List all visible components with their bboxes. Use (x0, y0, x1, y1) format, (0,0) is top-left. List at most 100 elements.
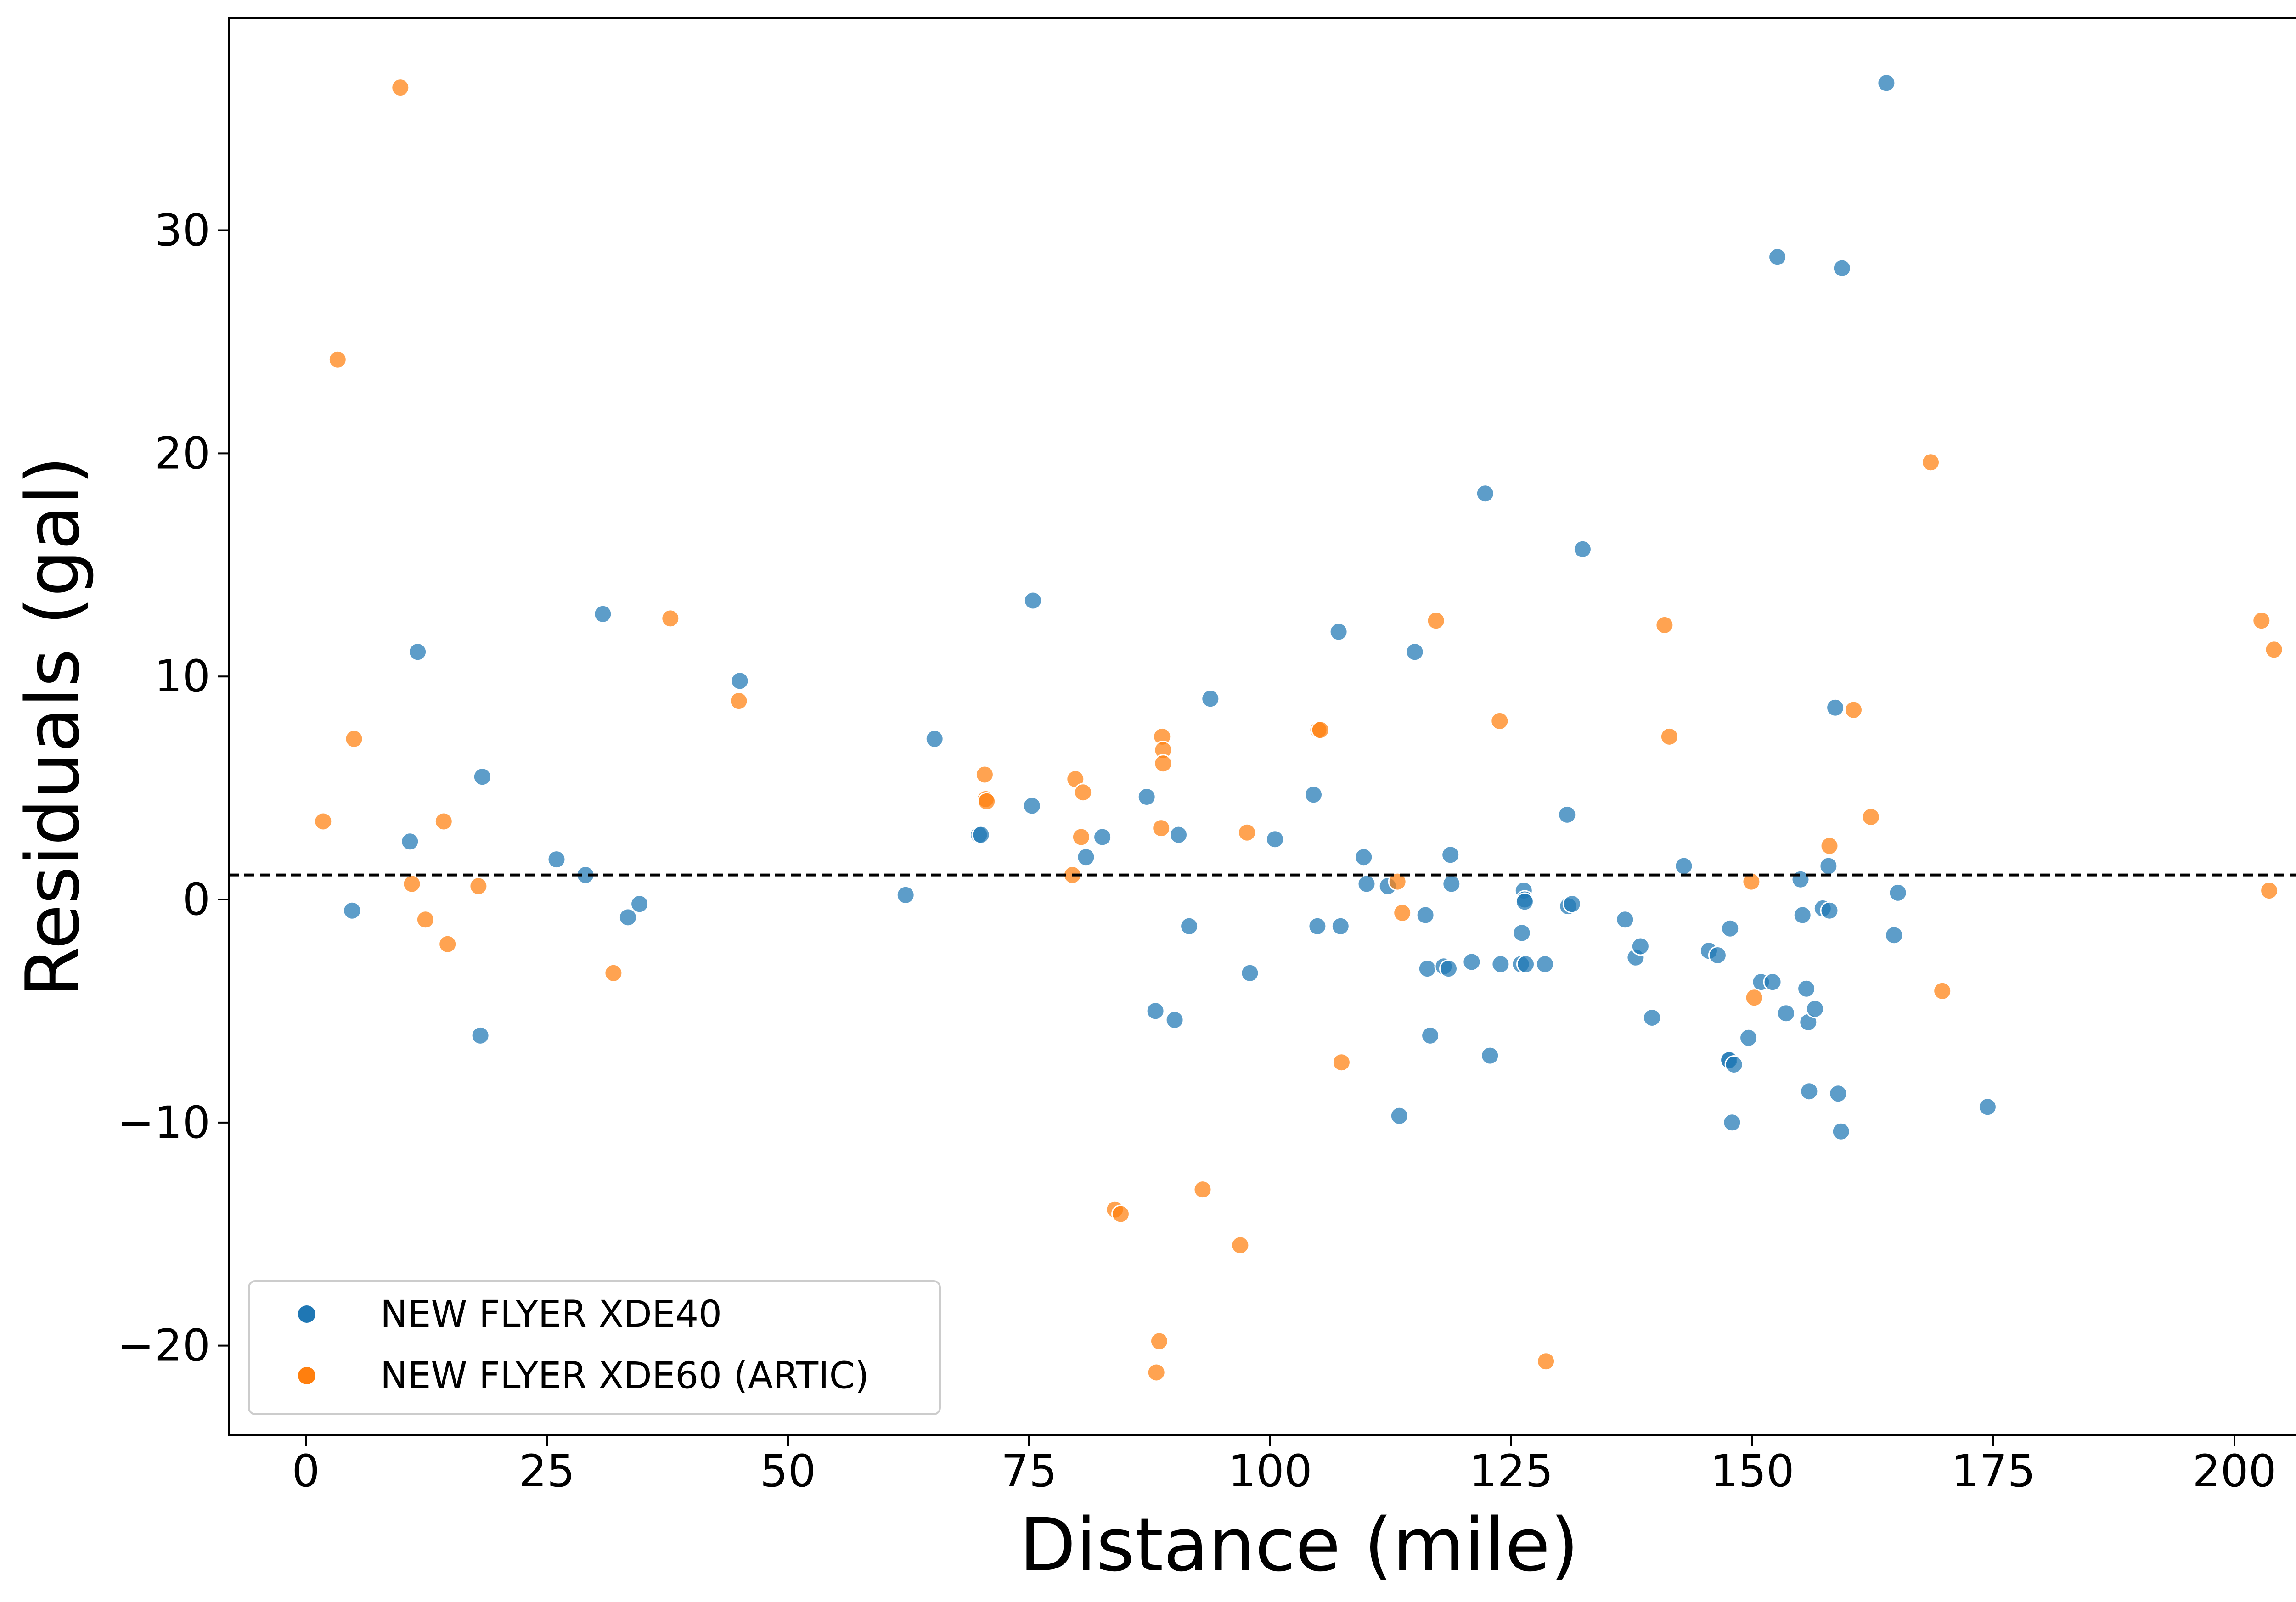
data-point-xde40-54 (1558, 805, 1577, 824)
data-point-xde40-40 (1439, 959, 1458, 978)
data-point-xde40-69 (1724, 1055, 1744, 1074)
data-point-xde40-19 (1137, 787, 1156, 806)
data-point-xde40-51 (1515, 892, 1534, 911)
data-point-xde60-33 (1388, 872, 1407, 891)
data-point-xde60-26 (1154, 754, 1173, 773)
data-point-xde60-40 (1742, 872, 1761, 891)
data-point-xde60-0 (314, 812, 333, 831)
data-point-xde40-80 (1806, 999, 1824, 1018)
data-point-xde40-84 (1826, 698, 1845, 717)
data-point-xde40-31 (1354, 848, 1373, 867)
data-point-xde60-49 (2264, 640, 2284, 659)
data-point-xde60-42 (1820, 836, 1839, 855)
data-point-xde40-57 (1573, 540, 1592, 559)
data-point-xde40-30 (1331, 916, 1350, 936)
legend-marker-xde60 (298, 1367, 315, 1384)
y-tick-label-0: 0 (182, 874, 210, 925)
data-point-xde40-36 (1416, 905, 1435, 925)
data-point-xde40-91 (1978, 1097, 1997, 1117)
data-points (314, 73, 2284, 1382)
data-point-xde40-73 (1768, 247, 1787, 267)
data-point-xde60-11 (729, 691, 748, 711)
data-point-xde40-75 (1791, 870, 1810, 889)
data-point-xde60-8 (469, 877, 488, 896)
y-tick-label--10: −10 (117, 1097, 210, 1148)
x-tick-label-75: 75 (1001, 1445, 1057, 1497)
data-point-xde40-86 (1831, 1122, 1851, 1141)
x-axis-label: Distance (mile) (1019, 1502, 1579, 1588)
x-tick-label-200: 200 (2192, 1445, 2276, 1497)
x-tick-label-0: 0 (292, 1445, 320, 1497)
data-point-xde40-87 (1832, 259, 1851, 278)
data-point-xde60-46 (1933, 981, 1952, 1001)
data-point-xde40-23 (1180, 916, 1199, 936)
data-point-xde40-61 (1643, 1008, 1662, 1027)
data-point-xde40-74 (1777, 1004, 1795, 1023)
data-point-xde40-25 (1240, 963, 1260, 983)
data-point-xde40-68 (1722, 1113, 1742, 1132)
data-point-xde40-17 (1076, 848, 1096, 867)
data-point-xde60-35 (1426, 611, 1446, 630)
data-point-xde60-4 (402, 874, 422, 894)
data-point-xde40-35 (1405, 642, 1424, 662)
data-point-xde60-27 (1193, 1180, 1212, 1199)
data-point-xde40-89 (1885, 926, 1904, 945)
data-point-xde60-20 (1111, 1204, 1130, 1224)
legend-box (248, 1280, 941, 1415)
legend-label-xde60: NEW FLYER XDE60 (ARTIC) (380, 1355, 869, 1397)
data-point-xde40-58 (1615, 910, 1635, 929)
data-point-xde40-34 (1390, 1106, 1409, 1125)
data-point-xde60-18 (1074, 783, 1093, 802)
x-tick-label-25: 25 (519, 1445, 575, 1497)
data-point-xde60-23 (1152, 819, 1171, 838)
data-point-xde40-48 (1512, 923, 1531, 943)
data-point-xde60-12 (975, 765, 994, 784)
data-point-xde60-3 (391, 78, 410, 97)
data-point-xde60-44 (1861, 807, 1880, 826)
data-point-xde40-44 (1475, 484, 1495, 503)
x-tick-label-150: 150 (1710, 1445, 1794, 1497)
data-point-xde60-41 (1745, 988, 1764, 1007)
x-tick-label-175: 175 (1951, 1445, 2035, 1497)
data-point-xde40-41 (1441, 845, 1460, 865)
data-point-xde40-22 (1169, 825, 1188, 844)
x-axis-ticks: 0 25 50 75 100 125 150 175 200 (292, 1435, 2277, 1497)
data-point-xde40-45 (1480, 1046, 1500, 1065)
data-point-xde60-48 (2260, 881, 2279, 900)
data-point-xde40-64 (1708, 946, 1727, 965)
data-point-xde40-27 (1304, 785, 1323, 804)
data-point-xde60-9 (604, 963, 623, 983)
data-point-xde40-88 (1877, 73, 1896, 93)
y-axis-ticks: −20 −10 0 10 20 30 (117, 205, 229, 1372)
data-point-xde40-67 (1721, 919, 1740, 938)
data-point-xde60-14 (977, 792, 996, 811)
data-point-xde60-32 (1332, 1053, 1351, 1072)
data-point-xde60-6 (434, 812, 453, 831)
y-axis-label: Residuals (gal) (10, 456, 96, 997)
data-point-xde40-9 (630, 894, 649, 914)
data-point-xde60-29 (1238, 823, 1257, 842)
data-point-xde60-36 (1490, 711, 1509, 731)
data-point-xde40-3 (471, 1026, 490, 1045)
data-point-xde40-90 (1888, 883, 1908, 902)
data-point-xde60-34 (1393, 903, 1412, 922)
data-point-xde40-5 (547, 850, 566, 869)
data-point-xde40-29 (1329, 622, 1348, 641)
data-point-xde60-38 (1655, 615, 1674, 635)
data-point-xde60-17 (1071, 827, 1091, 847)
legend-marker-xde40 (298, 1305, 315, 1323)
data-point-xde60-2 (344, 729, 364, 748)
data-point-xde40-21 (1165, 1010, 1184, 1029)
y-tick-label-20: 20 (154, 427, 210, 479)
data-point-xde60-28 (1231, 1236, 1250, 1255)
data-point-xde60-31 (1311, 720, 1330, 740)
data-point-xde60-43 (1844, 700, 1863, 719)
data-point-xde60-37 (1536, 1352, 1556, 1371)
data-point-xde40-62 (1674, 856, 1694, 876)
data-point-xde40-26 (1266, 830, 1284, 849)
legend-label-xde40: NEW FLYER XDE40 (380, 1293, 722, 1336)
data-point-xde60-5 (416, 910, 435, 929)
plot-area-frame (228, 17, 2296, 1436)
data-point-xde40-77 (1797, 979, 1816, 998)
